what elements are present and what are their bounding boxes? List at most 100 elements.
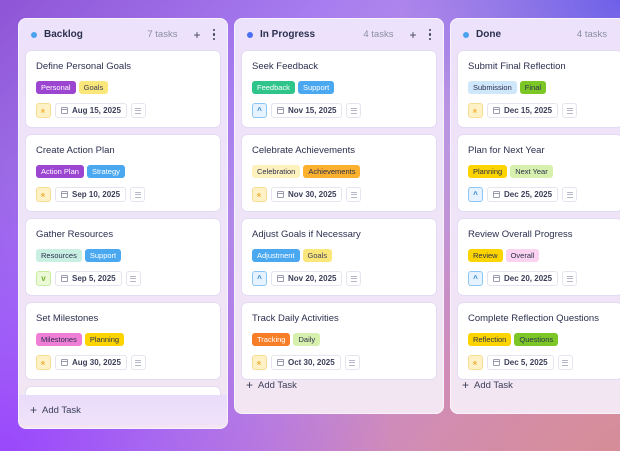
- tag-list: Personal Goals: [36, 81, 210, 94]
- priority-high-icon[interactable]: »: [36, 187, 51, 202]
- due-date-chip[interactable]: Dec 5, 2025: [487, 355, 554, 370]
- task-card[interactable]: Set Milestones Milestones Planning » Aug …: [25, 302, 221, 380]
- task-card[interactable]: Adjust Goals if Necessary Adjustment Goal…: [241, 218, 437, 296]
- card-meta: ^ Dec 20, 2025: [468, 271, 612, 286]
- due-date: Nov 30, 2025: [288, 190, 337, 199]
- due-date-chip[interactable]: Nov 15, 2025: [271, 103, 343, 118]
- card-title: Define Personal Goals: [36, 61, 132, 72]
- due-date-chip[interactable]: Dec 15, 2025: [487, 103, 559, 118]
- description-icon[interactable]: [346, 187, 362, 202]
- add-task-button[interactable]: + Add Task: [19, 395, 227, 425]
- description-icon[interactable]: [130, 103, 146, 118]
- description-icon[interactable]: [130, 187, 146, 202]
- due-date: Nov 20, 2025: [288, 274, 337, 283]
- due-date: Dec 15, 2025: [504, 106, 553, 115]
- priority-medium-icon[interactable]: ^: [252, 271, 267, 286]
- due-date-chip[interactable]: Oct 30, 2025: [271, 355, 341, 370]
- due-date-chip[interactable]: Dec 25, 2025: [487, 187, 559, 202]
- tag-list: Celebration Achievements: [252, 165, 426, 178]
- tag-list: Adjustment Goals: [252, 249, 426, 262]
- status-dot-icon: [463, 31, 469, 38]
- card-list: Submit Final Reflection Submission Final …: [451, 50, 620, 380]
- card-title: Seek Feedback: [252, 61, 319, 72]
- add-task-button[interactable]: + Add Task: [451, 370, 620, 400]
- due-date-chip[interactable]: Nov 20, 2025: [271, 271, 343, 286]
- add-icon[interactable]: +: [409, 27, 417, 42]
- priority-high-icon[interactable]: »: [252, 187, 267, 202]
- description-icon[interactable]: [557, 355, 573, 370]
- priority-high-icon[interactable]: »: [36, 103, 51, 118]
- task-card[interactable]: Plan for Next Year Planning Next Year ^ D…: [457, 134, 620, 212]
- card-meta: » Dec 5, 2025: [468, 355, 612, 370]
- priority-glyph: »: [38, 108, 48, 113]
- add-task-button[interactable]: + Add Task: [235, 370, 443, 400]
- calendar-icon: [277, 359, 284, 366]
- priority-glyph: »: [254, 360, 264, 365]
- description-icon[interactable]: [344, 355, 360, 370]
- tag-badge: Support: [297, 81, 335, 94]
- priority-medium-icon[interactable]: ^: [252, 103, 267, 118]
- task-card[interactable]: Create Action Plan Action Plan Strategy »…: [25, 134, 221, 212]
- card-title: Review Overall Progress: [468, 229, 573, 240]
- tag-list: Submission Final: [468, 81, 612, 94]
- task-card[interactable]: Seek Feedback Feedback Support ^ Nov 15, …: [241, 50, 437, 128]
- description-icon[interactable]: [346, 271, 362, 286]
- card-meta: » Oct 30, 2025: [252, 355, 426, 370]
- tag-badge: Support: [84, 249, 122, 262]
- priority-high-icon[interactable]: »: [252, 355, 267, 370]
- due-date-chip[interactable]: Sep 5, 2025: [55, 271, 122, 286]
- description-icon[interactable]: [562, 187, 578, 202]
- card-meta: » Aug 30, 2025: [36, 355, 210, 370]
- tag-badge: Reflection: [468, 333, 512, 346]
- calendar-icon: [493, 107, 500, 114]
- description-icon[interactable]: [130, 355, 146, 370]
- priority-medium-icon[interactable]: ^: [468, 271, 483, 286]
- due-date-chip[interactable]: Aug 15, 2025: [55, 103, 127, 118]
- add-task-label: Add Task: [474, 379, 513, 391]
- card-meta: » Nov 30, 2025: [252, 187, 426, 202]
- card-meta: ^ Nov 15, 2025: [252, 103, 426, 118]
- tag-list: Planning Next Year: [468, 165, 612, 178]
- add-task-label: Add Task: [42, 404, 81, 416]
- description-icon[interactable]: [125, 271, 141, 286]
- more-options-icon[interactable]: [211, 28, 218, 41]
- priority-glyph: ^: [473, 273, 478, 283]
- add-task-label: Add Task: [258, 379, 297, 391]
- priority-high-icon[interactable]: »: [468, 355, 483, 370]
- tag-badge: Planning: [468, 165, 508, 178]
- due-date-chip[interactable]: Nov 30, 2025: [271, 187, 343, 202]
- due-date-chip[interactable]: Dec 20, 2025: [487, 271, 559, 286]
- priority-high-icon[interactable]: »: [468, 103, 483, 118]
- task-card[interactable]: Celebrate Achievements Celebration Achiev…: [241, 134, 437, 212]
- priority-glyph: v: [41, 273, 46, 283]
- priority-glyph: »: [38, 360, 48, 365]
- description-icon[interactable]: [346, 103, 362, 118]
- tag-badge: Feedback: [252, 81, 295, 94]
- tag-list: Review Overall: [468, 249, 612, 262]
- description-icon[interactable]: [562, 271, 578, 286]
- tag-badge: Next Year: [510, 165, 553, 178]
- tag-badge: Planning: [84, 333, 125, 346]
- tag-badge: Goals: [302, 249, 333, 262]
- task-card[interactable]: Track Daily Activities Tracking Daily » O…: [241, 302, 437, 380]
- task-card[interactable]: Submit Final Reflection Submission Final …: [457, 50, 620, 128]
- task-card[interactable]: Review Overall Progress Review Overall ^ …: [457, 218, 620, 296]
- task-card[interactable]: Complete Reflection Questions Reflection…: [457, 302, 620, 380]
- due-date-chip[interactable]: Aug 30, 2025: [55, 355, 127, 370]
- task-card[interactable]: Gather Resources Resources Support v Sep …: [25, 218, 221, 296]
- priority-low-icon[interactable]: v: [36, 271, 51, 286]
- due-date: Sep 10, 2025: [72, 190, 121, 199]
- priority-high-icon[interactable]: »: [36, 355, 51, 370]
- due-date-chip[interactable]: Sep 10, 2025: [55, 187, 127, 202]
- card-meta: » Sep 10, 2025: [36, 187, 210, 202]
- description-icon[interactable]: [562, 103, 578, 118]
- task-card[interactable]: Define Personal Goals Personal Goals » Au…: [25, 50, 221, 128]
- add-icon[interactable]: +: [193, 27, 201, 42]
- more-options-icon[interactable]: [427, 28, 434, 41]
- priority-medium-icon[interactable]: ^: [468, 187, 483, 202]
- card-title: Track Daily Activities: [252, 313, 339, 324]
- card-meta: ^ Nov 20, 2025: [252, 271, 426, 286]
- tag-badge: Adjustment: [252, 249, 300, 262]
- card-title: Celebrate Achievements: [252, 145, 355, 156]
